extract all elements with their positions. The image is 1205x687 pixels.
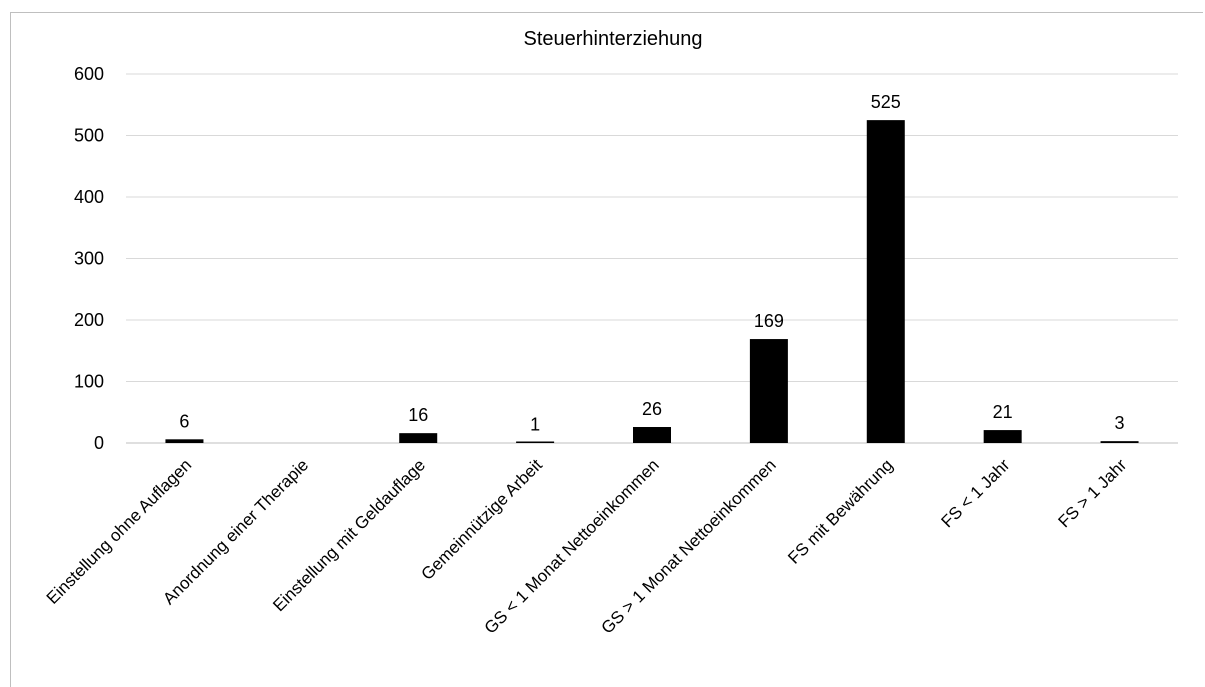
y-tick-label: 600 xyxy=(74,64,104,84)
data-label: 6 xyxy=(179,411,189,431)
y-tick-label: 100 xyxy=(74,372,104,392)
bar xyxy=(1100,441,1139,443)
data-label: 1 xyxy=(530,414,540,434)
bar xyxy=(633,427,671,443)
y-tick-label: 500 xyxy=(74,126,104,146)
bar xyxy=(516,441,555,443)
y-tick-label: 400 xyxy=(74,187,104,207)
y-tick-label: 200 xyxy=(74,310,104,330)
chart-frame xyxy=(10,12,1203,687)
chart-title: Steuerhinterziehung xyxy=(523,28,702,50)
data-labels: 6 16 1 26 169 525 21 3 xyxy=(179,92,1124,434)
y-tick-label: 0 xyxy=(94,433,104,453)
gridlines xyxy=(126,73,1178,444)
x-category-label: FS mit Bewährung xyxy=(784,455,896,567)
data-label: 3 xyxy=(1115,413,1125,433)
data-label: 169 xyxy=(754,311,784,331)
x-category-label: FS < 1 Jahr xyxy=(938,455,1014,531)
x-category-label: FS > 1 Jahr xyxy=(1054,455,1130,531)
bar xyxy=(866,120,905,443)
data-label: 525 xyxy=(871,92,901,112)
data-label: 16 xyxy=(408,405,428,425)
y-axis-ticks: 0 100 200 300 400 500 600 xyxy=(74,64,104,453)
data-label: 21 xyxy=(993,402,1013,422)
bar xyxy=(399,433,438,443)
data-label: 26 xyxy=(642,399,662,419)
bar xyxy=(749,339,788,443)
y-tick-label: 300 xyxy=(74,249,104,269)
x-category-label: Gemeinnützige Arbeit xyxy=(418,455,547,584)
bars xyxy=(165,120,1139,443)
bar xyxy=(983,430,1022,443)
bar xyxy=(165,439,204,443)
